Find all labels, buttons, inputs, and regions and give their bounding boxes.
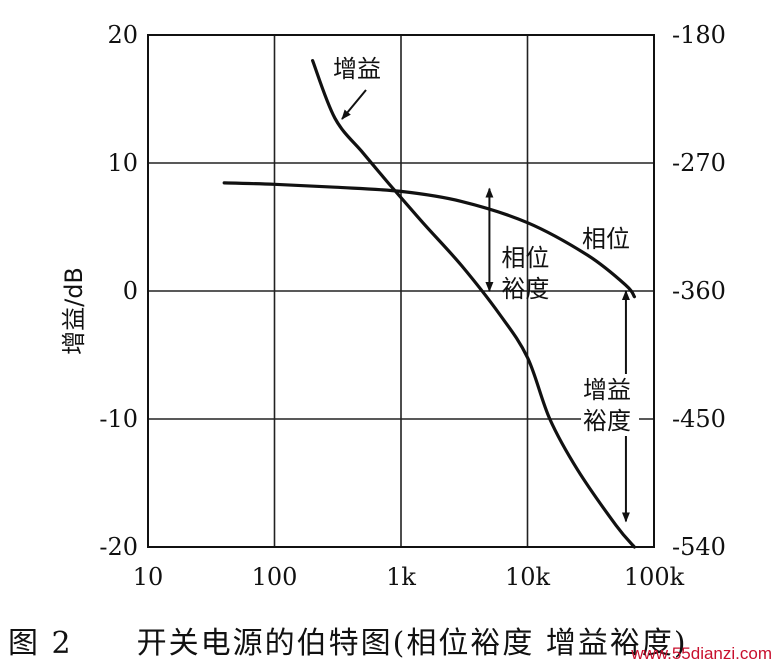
plot-frame xyxy=(147,34,655,548)
tick-labels: 10 100 1k 10k 100k20100-10-20-180-270-360-45… xyxy=(99,21,726,591)
x-tick-label: 1k xyxy=(386,563,416,591)
y-right-tick-label: -270 xyxy=(672,149,726,177)
x-tick-label: 10k xyxy=(505,563,551,591)
gain-series-label: 增益 xyxy=(333,55,381,83)
gain-margin-label-background xyxy=(581,374,639,436)
series xyxy=(222,59,636,549)
gain-label-arrow xyxy=(341,89,367,120)
phase-curve xyxy=(222,181,636,299)
gain-curve xyxy=(311,59,636,549)
y-right-tick-label: -450 xyxy=(672,405,726,433)
y-left-tick-label: -20 xyxy=(99,533,138,561)
gain-margin-label: 裕度 xyxy=(583,407,631,435)
x-tick-label: 100k xyxy=(624,563,685,591)
phase-margin-label: 相位 xyxy=(501,244,549,272)
y-right-tick-label: -540 xyxy=(672,533,726,561)
y-left-tick-label: -10 xyxy=(99,405,138,433)
figure-caption: 图 2 开关电源的伯特图(相位裕度 增益裕度) xyxy=(8,626,688,661)
y-left-tick-label: 20 xyxy=(107,21,138,49)
x-tick-label: 100 xyxy=(252,563,298,591)
y-right-tick-label: -360 xyxy=(672,277,726,305)
watermark: www.55dianzi.com xyxy=(631,644,772,663)
grid xyxy=(148,35,654,547)
x-tick-label: 10 xyxy=(133,563,164,591)
gain-margin-label: 增益 xyxy=(583,376,631,404)
y-right-tick-label: -180 xyxy=(672,21,726,49)
y-left-tick-label: 10 xyxy=(107,149,138,177)
phase-margin-label: 裕度 xyxy=(501,275,549,303)
y-axis-label: 增益/dB xyxy=(60,267,88,355)
y-left-tick-label: 0 xyxy=(123,277,138,305)
phase-series-label: 相位 xyxy=(582,225,630,253)
